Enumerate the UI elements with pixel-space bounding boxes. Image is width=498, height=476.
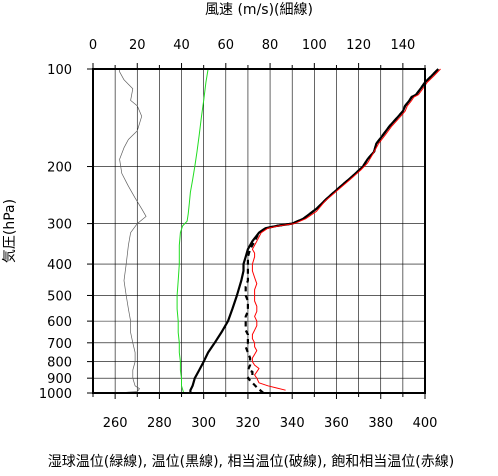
top-axis-title: 風速 (m/s)(細線) xyxy=(205,2,313,18)
x-bottom-tick-label: 400 xyxy=(413,416,438,431)
series-line-wet-bulb-potential-temperature xyxy=(176,68,209,394)
series-line-saturated-equivalent-potential-temperature xyxy=(251,68,441,391)
x-bottom-tick-label: 320 xyxy=(236,416,261,431)
series-line-equivalent-potential-temperature xyxy=(244,68,440,394)
y-axis-title: 気圧(hPa) xyxy=(2,199,18,263)
y-tick-label: 1000 xyxy=(39,387,72,402)
y-tick-label: 200 xyxy=(47,161,72,176)
y-tick-label: 500 xyxy=(47,289,72,304)
x-bottom-tick-label: 260 xyxy=(103,416,128,431)
x-bottom-tick-label: 360 xyxy=(324,416,349,431)
y-tick-label: 700 xyxy=(47,337,72,352)
y-tick-label: 100 xyxy=(47,63,72,78)
x-bottom-tick-label: 380 xyxy=(368,416,393,431)
x-bottom-tick-label: 300 xyxy=(191,416,216,431)
x-top-tick-label: 100 xyxy=(302,38,327,53)
y-tick-label: 800 xyxy=(47,356,72,371)
series-line-wind-speed xyxy=(115,69,147,394)
bottom-axis-title: 湿球温位(緑線), 温位(黒線), 相当温位(破線), 飽和相当温位(赤線) xyxy=(48,453,454,470)
x-top-tick-label: 80 xyxy=(262,38,279,53)
x-bottom-tick-label: 280 xyxy=(147,416,172,431)
x-top-tick-label: 60 xyxy=(218,38,235,53)
x-top-tick-label: 40 xyxy=(173,38,190,53)
y-tick-label: 300 xyxy=(47,218,72,233)
y-tick-label: 600 xyxy=(47,315,72,330)
x-top-tick-label: 0 xyxy=(89,38,97,53)
x-top-tick-label: 140 xyxy=(390,38,415,53)
x-top-tick-label: 120 xyxy=(346,38,371,53)
x-bottom-tick-label: 340 xyxy=(280,416,305,431)
y-tick-label: 400 xyxy=(47,258,72,273)
plot-frame xyxy=(92,68,426,394)
y-tick-label: 900 xyxy=(47,372,72,387)
x-top-tick-label: 20 xyxy=(129,38,146,53)
